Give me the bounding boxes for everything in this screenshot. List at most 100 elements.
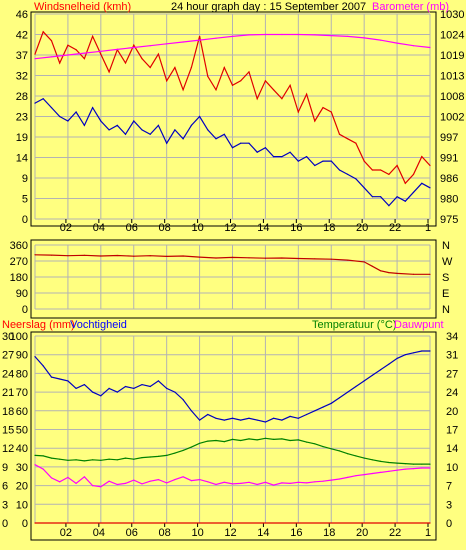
wind-chart-series-wind_avg-point-29 xyxy=(273,156,275,158)
climate-series-dewpoint-point-29 xyxy=(273,484,275,486)
climate-series-dewpoint-point-32 xyxy=(297,481,299,483)
climate-series-temperature-point-8 xyxy=(100,459,102,461)
humidity-y-tick-label-6: 60 xyxy=(16,406,28,418)
wind-chart-series-barometer-point-18 xyxy=(330,35,332,37)
climate-series-dewpoint-point-46 xyxy=(412,468,415,470)
temperature-y-tick-label-10: 34 xyxy=(446,331,458,343)
wind-chart-series-wind_gust-point-27 xyxy=(256,98,258,100)
climate-series-humidity-point-0 xyxy=(34,356,36,358)
wind-chart-series-wind_gust-point-41 xyxy=(371,169,373,171)
x-tick-label-0-5: 12 xyxy=(224,222,236,234)
x-tick-label-2-5: 12 xyxy=(224,527,236,539)
climate-series-rain-point-0 xyxy=(34,522,36,524)
wind-chart-series-wind_avg-point-46 xyxy=(412,191,415,193)
wind-chart-series-wind_avg-point-32 xyxy=(297,160,299,162)
climate-series-humidity-point-33 xyxy=(306,413,308,416)
x-tick-label-0-2: 06 xyxy=(126,222,138,234)
dewpoint-axis-title: Dauwpunt xyxy=(394,319,444,331)
rain-y-tick-label-9: 27 xyxy=(2,350,14,362)
climate-series-temperature-point-18 xyxy=(182,449,184,451)
climate-series-humidity-point-27 xyxy=(256,419,258,421)
wind-chart-series-wind_gust-point-37 xyxy=(338,133,341,135)
baro-y-tick-label-5: 1002 xyxy=(440,112,464,124)
wind-chart-series-wind_gust-point-0 xyxy=(34,53,36,55)
climate-series-humidity-point-36 xyxy=(330,402,332,404)
climate-series-humidity-point-3 xyxy=(59,378,61,380)
climate-series-humidity-point-34 xyxy=(314,410,316,412)
wind-chart-series-wind_gust-point-29 xyxy=(273,89,275,91)
wind-chart-series-wind_avg-point-36 xyxy=(330,160,332,162)
climate-series-temperature-point-0 xyxy=(34,454,36,456)
climate-series-temperature-point-38 xyxy=(347,453,349,455)
climate-series-dewpoint-point-12 xyxy=(133,479,135,481)
wind-chart-series-wind_avg-point-40 xyxy=(363,187,365,189)
climate-series-humidity-point-41 xyxy=(371,374,373,376)
temperature-y-tick-label-4: 14 xyxy=(446,443,458,455)
rain-y-tick-label-10: 30 xyxy=(2,331,14,343)
x-tick-label-2-8: 18 xyxy=(323,527,335,539)
wind-chart-series-wind_avg-point-0 xyxy=(34,102,36,104)
climate-series-dewpoint-point-19 xyxy=(190,480,192,482)
wind-y-tick-label-2: 9 xyxy=(22,173,28,185)
climate-series-humidity-point-35 xyxy=(322,406,324,408)
wind-chart-series-wind_avg-point-43 xyxy=(388,205,390,207)
climate-series-temperature-point-14 xyxy=(149,456,151,458)
climate-series-temperature-point-9 xyxy=(108,458,110,460)
climate-series-humidity-point-9 xyxy=(108,387,110,389)
wind-chart-series-wind_gust-point-26 xyxy=(248,71,250,73)
direction-series-point-11 xyxy=(215,257,217,259)
wind-chart-series-wind_avg-point-12 xyxy=(133,120,135,122)
compass-label-0: N xyxy=(442,240,450,252)
direction-series-point-14 xyxy=(264,257,266,259)
compass-label-3: E xyxy=(442,288,449,300)
climate-series-humidity-point-6 xyxy=(83,384,85,386)
baro-y-tick-label-9: 1024 xyxy=(440,30,464,42)
wind-chart-series-wind_avg-point-24 xyxy=(231,147,234,149)
baro-y-tick-label-4: 997 xyxy=(440,132,458,144)
direction-series-point-19 xyxy=(347,259,349,261)
climate-series-temperature-point-47 xyxy=(421,463,423,465)
wind-chart-series-wind_avg-point-4 xyxy=(67,120,69,122)
climate-series-dewpoint-point-40 xyxy=(363,474,365,476)
climate-series-dewpoint-point-38 xyxy=(347,476,349,478)
temperature-y-tick-label-8: 27 xyxy=(446,368,458,380)
climate-series-temperature-point-15 xyxy=(157,455,159,457)
wind-chart-series-wind_gust-point-20 xyxy=(199,35,201,37)
climate-series-humidity-point-23 xyxy=(223,419,225,421)
humidity-y-tick-label-1: 10 xyxy=(16,499,28,511)
direction-series-point-7 xyxy=(149,255,151,257)
wind-chart-series-wind_avg-point-6 xyxy=(83,124,85,126)
compass-label-2: S xyxy=(442,272,449,284)
wind-chart-series-wind_avg-point-37 xyxy=(338,169,341,171)
humidity-y-tick-label-9: 90 xyxy=(16,350,28,362)
climate-series-humidity-point-30 xyxy=(281,419,283,421)
x-tick-label-2-10: 22 xyxy=(389,527,401,539)
wind-chart-series-wind_avg-point-9 xyxy=(108,129,110,131)
baro-y-tick-label-6: 1008 xyxy=(440,91,464,103)
wind-chart-series-wind_gust-point-13 xyxy=(141,58,143,60)
x-tick-label-0-0: 02 xyxy=(60,222,72,234)
direction-series-point-1 xyxy=(50,254,53,256)
climate-series-dewpoint-point-34 xyxy=(314,481,316,483)
wind-chart-series-wind_avg-point-18 xyxy=(182,138,184,140)
wind-chart-series-wind_avg-point-30 xyxy=(281,156,283,158)
climate-series-dewpoint-point-30 xyxy=(281,482,283,484)
climate-series-humidity-point-8 xyxy=(100,395,102,397)
wind-chart-series-wind_avg-point-1 xyxy=(42,98,44,100)
climate-series-dewpoint-point-41 xyxy=(371,472,373,475)
wind-chart-series-wind_gust-point-34 xyxy=(314,120,316,122)
wind-chart-series-wind_avg-point-41 xyxy=(371,196,373,198)
climate-series-temperature-point-36 xyxy=(330,448,332,450)
direction-series-point-0 xyxy=(34,254,36,256)
temperature-y-tick-label-5: 17 xyxy=(446,425,458,437)
climate-series-temperature-point-10 xyxy=(116,459,118,461)
climate-series-humidity-point-4 xyxy=(67,380,69,382)
x-tick-label-2-3: 08 xyxy=(159,527,171,539)
x-tick-label-0-8: 18 xyxy=(323,222,335,234)
wind-chart-series-wind_gust-point-35 xyxy=(322,107,324,109)
direction-series-point-12 xyxy=(231,256,234,258)
x-tick-label-0-10: 22 xyxy=(389,222,401,234)
wind-y-tick-label-8: 37 xyxy=(16,50,28,62)
climate-series-dewpoint-point-39 xyxy=(355,475,357,477)
direction-series-point-22 xyxy=(380,270,382,272)
